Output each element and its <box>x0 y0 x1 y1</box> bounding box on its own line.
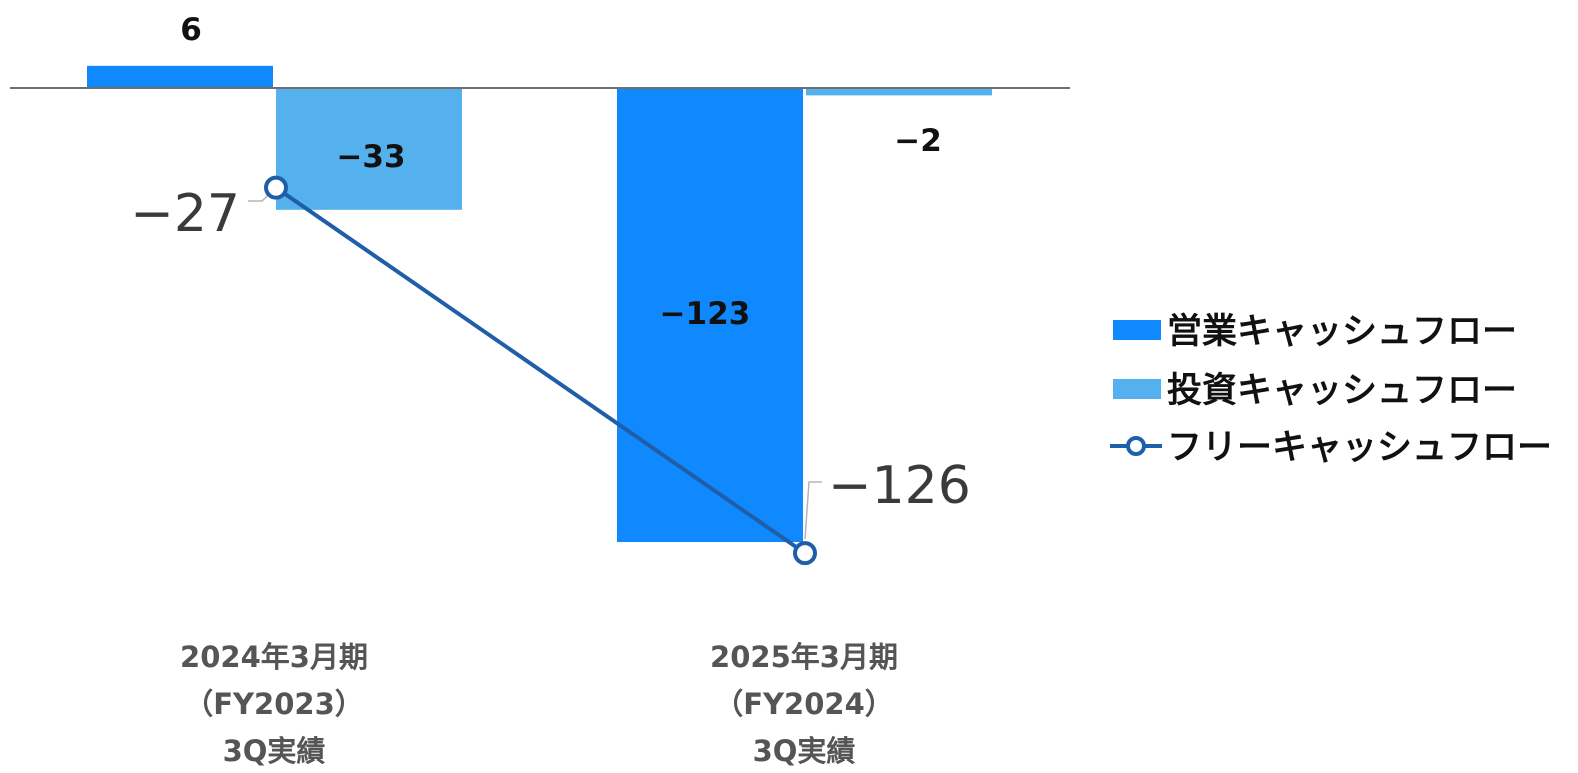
bars-layer <box>87 65 992 543</box>
category-label-1-line-3: 3Q実績 <box>223 734 326 768</box>
investing-cf-label-1: −33 <box>336 139 405 175</box>
free-cf-line <box>274 186 807 555</box>
legend-free-swatch-marker <box>1126 436 1146 456</box>
free-cf-point-2 <box>793 541 817 566</box>
legend-investing-swatch <box>1113 379 1161 399</box>
data-labels-layer: 6 −123 −33 −2 −27 −126 <box>130 12 971 516</box>
investing-cf-label-2: −2 <box>894 123 942 159</box>
legend-investing-label: 投資キャッシュフロー <box>1167 371 1517 411</box>
free-cf-leader-2 <box>804 481 822 540</box>
investing-cf-bar-1 <box>276 88 462 210</box>
operating-cf-bar-1 <box>87 65 273 88</box>
category-label-2-line-1: 2025年3月期 <box>710 640 898 674</box>
category-label-1-line-1: 2024年3月期 <box>180 640 368 674</box>
legend-operating-label: 営業キャッシュフロー <box>1167 312 1517 352</box>
operating-cf-bar-2 <box>617 88 803 543</box>
category-label-2-line-3: 3Q実績 <box>753 734 856 768</box>
legend-operating-swatch <box>1113 320 1161 340</box>
legend-free-label: フリーキャッシュフロー <box>1167 428 1552 468</box>
category-label-2-line-2: （FY2024） <box>714 687 894 721</box>
free-cf-point-1 <box>264 175 288 200</box>
operating-cf-label-2: −123 <box>660 296 751 332</box>
category-label-1-line-2: （FY2023） <box>184 687 364 721</box>
operating-cf-label-1: 6 <box>180 12 202 48</box>
free-cf-label-1: −27 <box>130 184 240 244</box>
investing-cf-bar-2 <box>806 88 992 96</box>
free-cf-label-2: −126 <box>828 456 971 516</box>
category-labels-layer: 2024年3月期 （FY2023） 3Q実績 2025年3月期 （FY2024） 3Q実績 <box>180 640 898 768</box>
free-cash-flow-line-layer <box>248 175 822 566</box>
